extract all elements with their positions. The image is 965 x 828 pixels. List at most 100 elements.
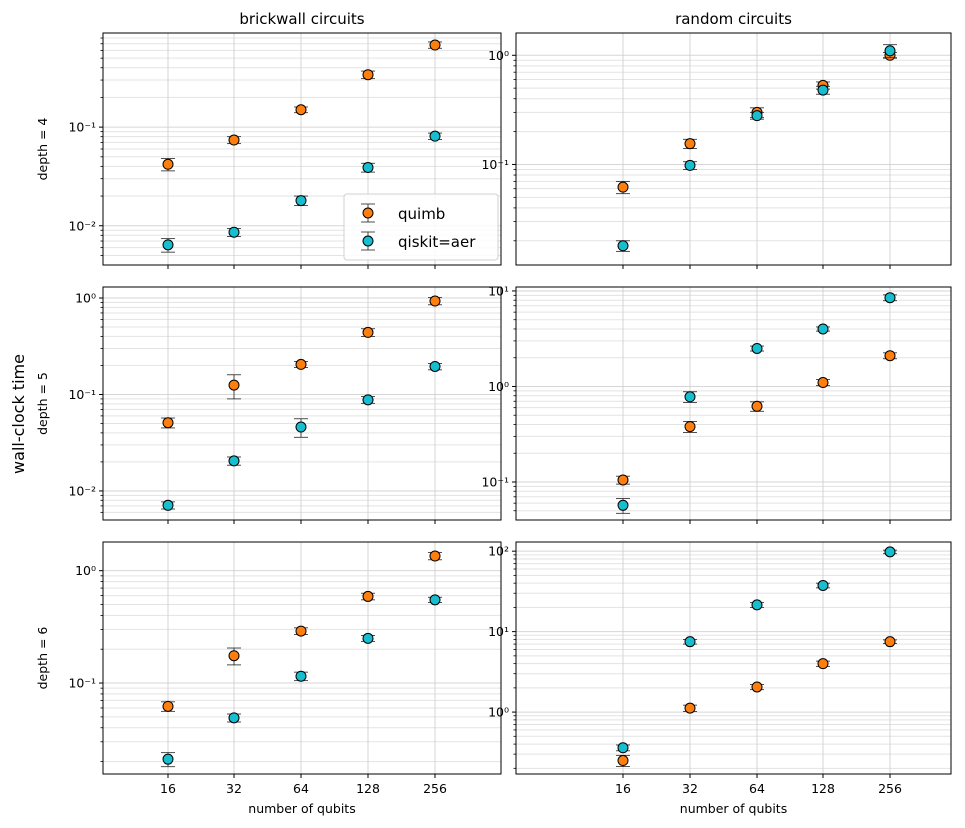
- y-tick-label: 10⁻²: [68, 483, 96, 498]
- data-point-qiskit: [751, 110, 763, 122]
- x-tick-label: 32: [226, 781, 242, 796]
- data-point-qiskit: [617, 240, 629, 252]
- y-tick-label: 10⁻¹: [481, 157, 509, 172]
- axes-frame: [102, 32, 502, 266]
- legend-frame: [343, 193, 499, 261]
- y-tick-label: 10¹: [488, 624, 509, 639]
- data-point-quimb: [884, 350, 896, 362]
- subplot-r0-c1: 10⁻¹ 10⁰ random circuits: [481, 10, 952, 269]
- x-axis-label: number of qubits: [680, 801, 787, 816]
- figure-ylabel: wall-clock time: [9, 354, 28, 474]
- subplot-title: brickwall circuits: [239, 10, 364, 28]
- data-point-qiskit: [684, 391, 696, 403]
- legend-marker-quimb: [362, 207, 374, 219]
- y-tick-label: 10⁻¹: [68, 676, 96, 691]
- subplot-r1-c1: 10⁻¹ 10⁰ 10¹: [481, 283, 952, 524]
- y-tick-label: 10⁰: [488, 48, 509, 63]
- data-point-qiskit: [228, 226, 240, 238]
- data-point-qiskit: [817, 579, 829, 591]
- data-point-quimb: [617, 755, 629, 767]
- y-axis-label: depth = 4: [35, 118, 50, 181]
- data-point-quimb: [362, 326, 374, 338]
- data-point-quimb: [228, 379, 240, 391]
- axes-frame: [102, 286, 502, 521]
- series-qiskit: [616, 292, 897, 514]
- data-point-qiskit: [751, 599, 763, 611]
- data-point-qiskit: [429, 594, 441, 606]
- series-qiskit: [161, 130, 442, 253]
- x-tick-label: 128: [356, 781, 380, 796]
- data-point-quimb: [817, 377, 829, 389]
- y-tick-label: 10⁰: [75, 563, 96, 578]
- data-point-quimb: [684, 138, 696, 150]
- axes-frame: [515, 541, 952, 775]
- data-point-quimb: [884, 636, 896, 648]
- y-tick-label: 10²: [488, 544, 509, 559]
- data-point-qiskit: [884, 45, 896, 57]
- data-point-qiskit: [617, 499, 629, 511]
- data-point-quimb: [162, 158, 174, 170]
- y-axis-label: depth = 6: [35, 627, 50, 690]
- series-qiskit: [161, 360, 442, 511]
- legend-marker-qiskit: [362, 235, 374, 247]
- subplot-grid: 10⁻² 10⁻¹ brickwall circuits depth = 4 quimb…: [35, 10, 952, 816]
- series-qiskit: [616, 546, 897, 754]
- data-point-quimb: [429, 550, 441, 562]
- data-point-quimb: [162, 700, 174, 712]
- series-quimb: [616, 636, 897, 768]
- x-tick-label: 256: [423, 781, 447, 796]
- data-point-qiskit: [684, 636, 696, 648]
- x-tick-label: 32: [682, 781, 698, 796]
- x-tick-label: 16: [615, 781, 631, 796]
- data-point-quimb: [429, 295, 441, 307]
- series-qiskit: [161, 594, 442, 768]
- x-tick-label: 256: [878, 781, 902, 796]
- data-point-qiskit: [162, 753, 174, 765]
- series-quimb: [161, 295, 442, 429]
- series-qiskit: [616, 44, 897, 252]
- data-point-qiskit: [228, 455, 240, 467]
- x-axis-label: number of qubits: [248, 801, 355, 816]
- axes-frame: [515, 286, 952, 521]
- legend-label-qiskit: qiskit=aer: [398, 233, 476, 251]
- data-point-qiskit: [429, 130, 441, 142]
- data-point-qiskit: [429, 360, 441, 372]
- data-point-qiskit: [295, 421, 307, 433]
- data-point-quimb: [817, 658, 829, 670]
- y-tick-label: 10⁻²: [68, 218, 96, 233]
- data-point-quimb: [362, 69, 374, 81]
- data-point-qiskit: [817, 323, 829, 335]
- data-point-qiskit: [295, 670, 307, 682]
- axes-frame: [102, 541, 502, 775]
- data-point-quimb: [228, 650, 240, 662]
- legend-label-quimb: quimb: [398, 205, 445, 223]
- y-tick-label: 10¹: [488, 283, 509, 298]
- data-point-qiskit: [362, 161, 374, 173]
- data-point-quimb: [162, 417, 174, 429]
- data-point-qiskit: [295, 195, 307, 207]
- subplot-r2-c0: 10⁻¹ 10⁰ 16 32 64 128 256 depth = 6 number of qu…: [35, 541, 502, 816]
- series-quimb: [616, 350, 897, 486]
- data-point-qiskit: [884, 546, 896, 558]
- data-point-quimb: [751, 681, 763, 693]
- y-tick-label: 10⁰: [488, 705, 509, 720]
- subplot-r1-c0: 10⁻² 10⁻¹ 10⁰ depth = 5: [35, 286, 502, 524]
- y-tick-label: 10⁰: [75, 290, 96, 305]
- data-point-qiskit: [362, 632, 374, 644]
- data-point-qiskit: [162, 499, 174, 511]
- data-point-quimb: [751, 400, 763, 412]
- x-tick-label: 16: [160, 781, 176, 796]
- data-point-qiskit: [617, 742, 629, 754]
- data-point-qiskit: [228, 712, 240, 724]
- x-tick-label: 64: [749, 781, 765, 796]
- data-point-quimb: [295, 625, 307, 637]
- series-quimb: [161, 550, 442, 712]
- data-point-quimb: [362, 590, 374, 602]
- data-point-qiskit: [162, 239, 174, 251]
- y-tick-label: 10⁻¹: [68, 387, 96, 402]
- data-point-qiskit: [684, 159, 696, 171]
- legend: quimb qiskit=aer: [343, 193, 499, 261]
- data-point-qiskit: [362, 394, 374, 406]
- x-tick-label: 64: [293, 781, 309, 796]
